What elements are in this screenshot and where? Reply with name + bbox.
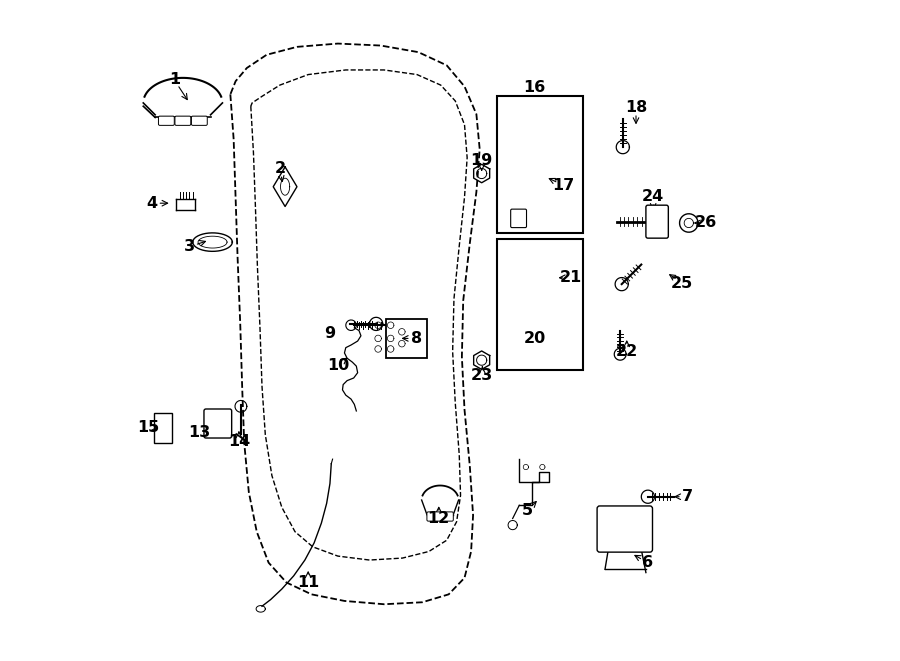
FancyBboxPatch shape <box>175 116 191 126</box>
FancyBboxPatch shape <box>386 319 427 358</box>
Text: 24: 24 <box>642 189 664 204</box>
FancyBboxPatch shape <box>192 116 207 126</box>
Text: 20: 20 <box>523 331 545 346</box>
Text: 22: 22 <box>616 344 638 359</box>
Text: 23: 23 <box>472 368 493 383</box>
FancyBboxPatch shape <box>510 209 526 227</box>
Text: 15: 15 <box>137 420 159 435</box>
Text: 26: 26 <box>695 215 717 231</box>
Text: 6: 6 <box>643 555 653 570</box>
FancyBboxPatch shape <box>427 512 454 521</box>
Text: 14: 14 <box>228 434 250 449</box>
FancyBboxPatch shape <box>646 205 669 238</box>
FancyBboxPatch shape <box>204 409 231 438</box>
FancyBboxPatch shape <box>158 116 175 126</box>
Text: 7: 7 <box>682 489 693 504</box>
FancyBboxPatch shape <box>155 413 172 444</box>
Bar <box>498 96 583 233</box>
Text: 12: 12 <box>428 511 450 526</box>
Text: 13: 13 <box>188 425 211 440</box>
Text: 25: 25 <box>671 276 693 290</box>
Text: 16: 16 <box>523 80 545 95</box>
Text: 5: 5 <box>522 503 533 518</box>
Text: 2: 2 <box>274 161 285 176</box>
Text: 21: 21 <box>560 270 581 286</box>
Text: 19: 19 <box>471 153 493 169</box>
Text: 9: 9 <box>324 327 335 341</box>
Text: 11: 11 <box>297 575 320 590</box>
Text: 8: 8 <box>410 331 422 346</box>
Text: 4: 4 <box>147 196 158 211</box>
Text: 17: 17 <box>553 178 574 193</box>
Text: 3: 3 <box>184 239 195 254</box>
FancyBboxPatch shape <box>597 506 652 552</box>
Text: 18: 18 <box>625 100 647 115</box>
Text: 10: 10 <box>327 358 349 373</box>
Bar <box>498 239 583 370</box>
Text: 1: 1 <box>168 72 180 87</box>
